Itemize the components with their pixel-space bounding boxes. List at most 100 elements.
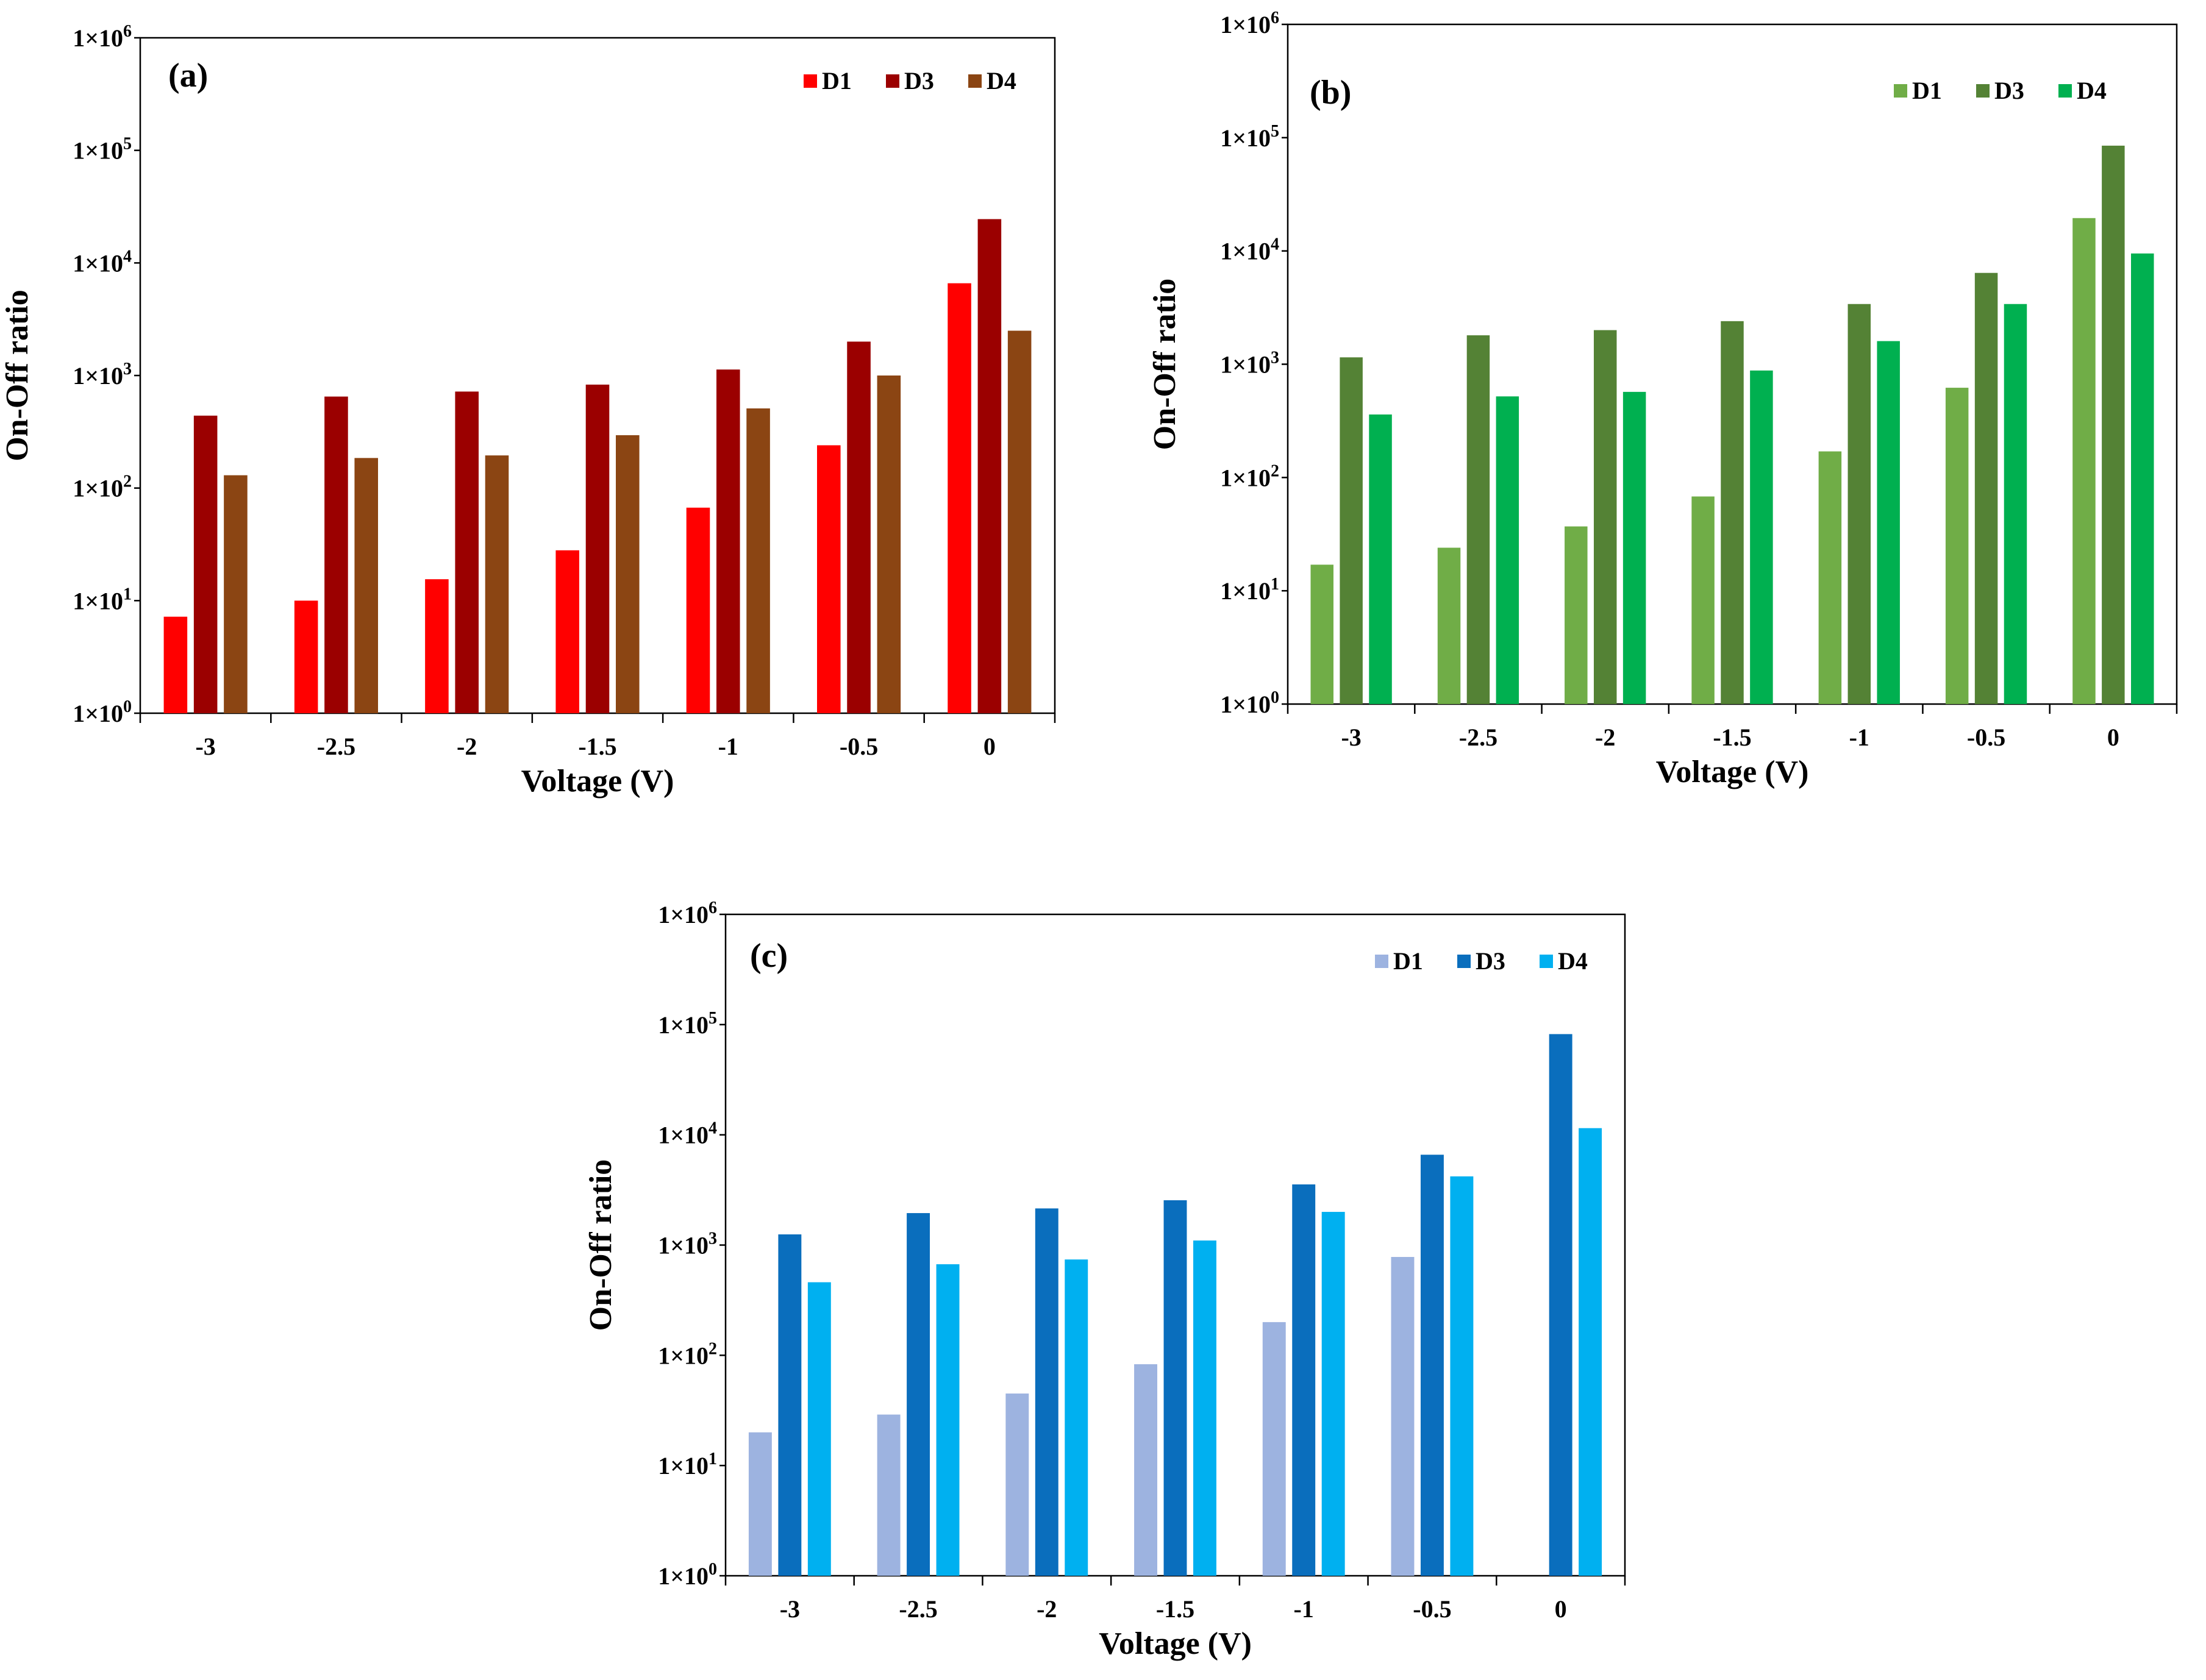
bar-d1--3 <box>748 1432 772 1576</box>
bar-d1--1 <box>686 507 710 713</box>
x-tick-label: -3 <box>195 733 215 760</box>
legend-swatch-d1 <box>1375 955 1388 968</box>
bar-d3--1.5 <box>585 384 610 713</box>
bar-d4--1.5 <box>1750 370 1773 704</box>
x-axis-title: Voltage (V) <box>1099 1626 1252 1661</box>
legend-swatch-d4 <box>1540 955 1553 968</box>
panel-label: (a) <box>168 57 208 94</box>
y-tick-base: 1×10 <box>73 249 123 277</box>
bar-d1--1 <box>1262 1322 1286 1576</box>
legend-swatch-d3 <box>1457 955 1471 968</box>
y-tick-label: 1×102 <box>1220 461 1279 491</box>
x-tick-label: -1 <box>718 733 738 760</box>
legend-label-d1: D1 <box>1912 77 1942 104</box>
y-tick-exp: 0 <box>709 1560 717 1579</box>
y-tick-label: 1×104 <box>1220 235 1279 265</box>
bar-d4--2 <box>1065 1259 1088 1576</box>
legend-label-d1: D1 <box>1393 947 1423 975</box>
y-tick-base: 1×10 <box>1220 577 1271 605</box>
x-tick-label: -0.5 <box>1967 724 2005 751</box>
bar-d1--2.5 <box>877 1414 901 1576</box>
y-tick-exp: 1 <box>1271 575 1279 594</box>
y-tick-exp: 6 <box>1271 9 1279 27</box>
legend-label-d1: D1 <box>822 67 852 94</box>
x-tick-label: -2 <box>1595 724 1615 751</box>
bar-d4--2 <box>1622 391 1646 704</box>
y-tick-exp: 0 <box>1271 688 1279 707</box>
y-axis-title: On-Off ratio <box>1148 279 1182 450</box>
bar-d4--1 <box>746 408 770 713</box>
y-tick-exp: 4 <box>1271 235 1279 254</box>
x-tick-label: -0.5 <box>840 733 878 760</box>
x-tick-label: -1.5 <box>1713 724 1751 751</box>
y-tick-exp: 1 <box>709 1450 717 1468</box>
bar-d4--1.5 <box>1193 1240 1216 1576</box>
bar-d3--2 <box>455 391 479 713</box>
legend-label-d4: D4 <box>2077 77 2107 104</box>
bar-d1--1 <box>1818 451 1842 704</box>
y-tick-exp: 3 <box>709 1230 717 1248</box>
y-tick-exp: 5 <box>1271 122 1279 141</box>
bar-d3--3 <box>778 1234 802 1576</box>
legend-label-d3: D3 <box>904 67 934 94</box>
bar-d1--2 <box>1565 526 1588 704</box>
y-tick-label: 1×106 <box>73 22 132 52</box>
panel-label: (b) <box>1310 74 1351 112</box>
bar-d1--3 <box>1310 564 1333 704</box>
y-tick-base: 1×10 <box>658 901 709 928</box>
bar-d1--1.5 <box>555 550 579 713</box>
bar-d1--0.5 <box>817 445 841 713</box>
bar-d1--2.5 <box>1437 547 1461 704</box>
legend-swatch-d1 <box>1894 84 1907 98</box>
bar-d1--2 <box>1005 1393 1029 1576</box>
bar-d3--2.5 <box>324 396 348 713</box>
bar-d4--0.5 <box>2004 304 2027 704</box>
bar-d1--2 <box>425 579 449 713</box>
y-tick-exp: 2 <box>123 472 132 491</box>
x-tick-label: -2.5 <box>1459 724 1497 751</box>
bar-d4--3 <box>807 1282 831 1576</box>
bar-d4--3 <box>224 475 248 713</box>
bar-d3--0.5 <box>1420 1155 1444 1576</box>
x-tick-label: -1.5 <box>578 733 616 760</box>
bar-d3-0 <box>1549 1034 1572 1576</box>
bar-d1--1.5 <box>1691 496 1715 704</box>
y-tick-base: 1×10 <box>658 1011 709 1039</box>
bar-d1--3 <box>163 616 188 713</box>
bar-d4--1 <box>1321 1212 1345 1576</box>
y-tick-label: 1×103 <box>73 360 132 390</box>
legend-swatch-d3 <box>1976 84 1990 98</box>
bar-d3--2.5 <box>907 1213 930 1576</box>
bar-d1--1.5 <box>1134 1364 1157 1576</box>
bar-d1-0 <box>948 283 971 713</box>
y-tick-exp: 3 <box>1271 349 1279 368</box>
bar-d4--2 <box>485 455 509 713</box>
bar-d3--1 <box>1292 1184 1316 1576</box>
y-tick-label: 1×102 <box>73 472 132 502</box>
x-tick-label: 0 <box>1555 1595 1567 1623</box>
bar-d4--1 <box>1877 341 1900 704</box>
bar-d1--0.5 <box>1945 388 1969 704</box>
y-tick-base: 1×10 <box>658 1122 709 1149</box>
y-tick-label: 1×106 <box>658 899 717 928</box>
y-tick-label: 1×105 <box>73 135 132 165</box>
y-tick-base: 1×10 <box>73 362 123 390</box>
bar-d4--1.5 <box>616 435 640 713</box>
x-tick-label: -1.5 <box>1156 1595 1194 1623</box>
bar-d3--1 <box>716 369 740 713</box>
y-axis-title: On-Off ratio <box>0 290 35 461</box>
x-tick-label: -2.5 <box>317 733 355 760</box>
y-tick-base: 1×10 <box>1220 691 1271 718</box>
bar-d4-0 <box>1579 1128 1602 1576</box>
bar-d4--0.5 <box>877 376 901 713</box>
bar-d4--2.5 <box>1496 396 1519 704</box>
y-tick-label: 1×100 <box>1220 688 1279 718</box>
bar-d4--0.5 <box>1450 1176 1474 1576</box>
y-tick-base: 1×10 <box>73 475 123 502</box>
y-tick-exp: 2 <box>709 1339 717 1358</box>
y-tick-base: 1×10 <box>1220 238 1271 265</box>
x-tick-label: -3 <box>780 1595 800 1623</box>
